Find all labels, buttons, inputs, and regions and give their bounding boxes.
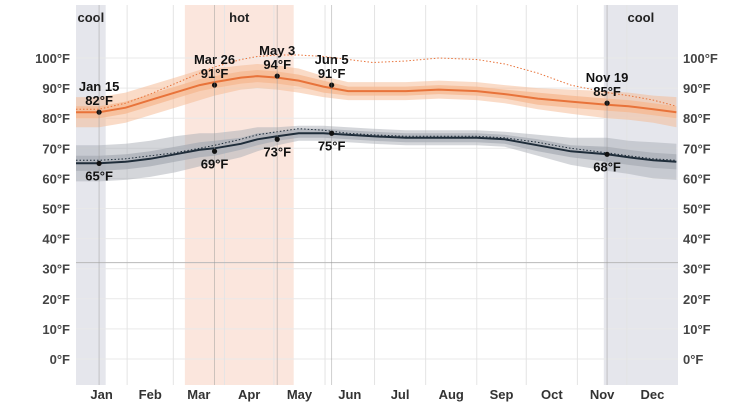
temperature-lines xyxy=(76,54,677,165)
season-label-cool-0: cool xyxy=(77,10,104,25)
average-low-inner-band xyxy=(76,128,677,171)
annotation-date-jun-5: Jun 5 xyxy=(315,52,349,67)
y-tick-right-50: 50°F xyxy=(683,202,711,217)
month-label-dec: Dec xyxy=(641,387,665,402)
month-label-jul: Jul xyxy=(391,387,410,402)
y-tick-right-40: 40°F xyxy=(683,232,711,247)
annotation-point-3 xyxy=(329,82,335,88)
y-tick-left-20: 20°F xyxy=(42,292,70,307)
average-high-inner-band xyxy=(76,70,677,119)
month-label-jan: Jan xyxy=(90,387,112,402)
annotation-point-6 xyxy=(211,148,218,154)
y-tick-left-80: 80°F xyxy=(42,111,70,126)
annotation-point-0 xyxy=(96,109,102,115)
annotation-date-jan-15: Jan 15 xyxy=(79,79,119,94)
y-tick-left-100: 100°F xyxy=(35,51,70,66)
annotation-date-mar-26: Mar 26 xyxy=(194,52,235,67)
x-axis: Jan Feb Mar Apr May Jun Jul Aug Sep Oct Nov Dec xyxy=(90,387,664,402)
month-label-may: May xyxy=(287,387,313,402)
month-label-mar: Mar xyxy=(187,387,210,402)
average-low-dotted-line xyxy=(76,128,677,161)
y-tick-left-70: 70°F xyxy=(42,141,70,156)
annotation-value-0: 82°F xyxy=(85,93,113,108)
annotation-point-5 xyxy=(96,160,102,166)
y-tick-left-40: 40°F xyxy=(42,232,70,247)
y-tick-right-90: 90°F xyxy=(683,81,711,96)
month-label-sep: Sep xyxy=(490,387,514,402)
month-label-oct: Oct xyxy=(541,387,563,402)
y-tick-right-10: 10°F xyxy=(683,322,711,337)
y-tick-left-30: 30°F xyxy=(42,262,70,277)
annotation-value-1: 91°F xyxy=(201,66,229,81)
annotation-value-6: 69°F xyxy=(201,156,229,171)
season-label-cool-2: cool xyxy=(628,10,655,25)
y-axis-right: 0°F 10°F 20°F 30°F 40°F 50°F 60°F 70°F 80°F 90°F 1… xyxy=(683,51,718,367)
season-band-cool-0 xyxy=(76,5,106,385)
y-tick-left-90: 90°F xyxy=(42,81,70,96)
annotation-value-4: 85°F xyxy=(593,84,621,99)
annotation-value-7: 73°F xyxy=(263,144,291,159)
annotation-point-7 xyxy=(274,136,280,142)
season-bands xyxy=(76,5,678,385)
annotation-point-2 xyxy=(274,73,280,79)
annotation-date-nov-19: Nov 19 xyxy=(586,70,629,85)
annotation-value-2: 94°F xyxy=(263,57,291,72)
annotation-value-9: 68°F xyxy=(593,159,621,174)
y-tick-right-70: 70°F xyxy=(683,141,711,156)
y-tick-left-10: 10°F xyxy=(42,322,70,337)
season-label-hot-1: hot xyxy=(229,10,250,25)
month-label-nov: Nov xyxy=(590,387,615,402)
y-tick-right-0: 0°F xyxy=(683,352,703,367)
y-tick-left-0: 0°F xyxy=(50,352,70,367)
annotation-value-5: 65°F xyxy=(85,168,113,183)
annotation-point-1 xyxy=(211,82,218,88)
average-high-dotted-line xyxy=(76,54,677,110)
average-low-line xyxy=(76,132,677,165)
annotation-point-8 xyxy=(329,130,335,136)
y-tick-left-60: 60°F xyxy=(42,171,70,186)
annotation-value-8: 75°F xyxy=(318,138,346,153)
y-tick-right-20: 20°F xyxy=(683,292,711,307)
month-label-aug: Aug xyxy=(439,387,464,402)
y-tick-right-60: 60°F xyxy=(683,171,711,186)
average-high-line xyxy=(76,75,677,114)
grid xyxy=(76,5,678,385)
season-labels: cool hot cool xyxy=(77,10,654,25)
y-tick-right-80: 80°F xyxy=(683,111,711,126)
y-tick-left-50: 50°F xyxy=(42,202,70,217)
annotation-point-9 xyxy=(604,151,610,157)
annotation-value-3: 91°F xyxy=(318,66,346,81)
y-axis-left: 0°F 10°F 20°F 30°F 40°F 50°F 60°F 70°F 80°F 90°F 1… xyxy=(35,51,70,367)
month-label-jun: Jun xyxy=(338,387,361,402)
y-tick-right-100: 100°F xyxy=(683,51,718,66)
annotation-date-may-3: May 3 xyxy=(259,43,295,58)
season-band-cool-2 xyxy=(603,5,678,385)
month-label-feb: Feb xyxy=(139,387,162,402)
month-label-apr: Apr xyxy=(238,387,260,402)
annotation-point-4 xyxy=(604,100,610,106)
y-tick-right-30: 30°F xyxy=(683,262,711,277)
